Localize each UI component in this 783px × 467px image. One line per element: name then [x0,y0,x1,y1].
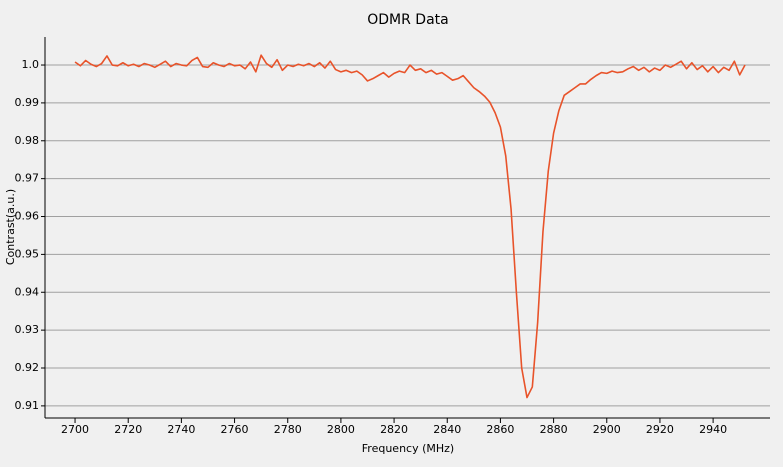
x-tick-label: 2740 [167,423,195,436]
grid [45,64,770,407]
y-tick-label: 0.96 [15,210,40,223]
x-tick-label: 2920 [646,423,674,436]
y-tick-label: 0.95 [15,247,40,260]
x-tick-label: 2860 [486,423,514,436]
y-tick-label: 1.0 [22,58,40,71]
axes: 0.91 0.92 0.93 0.94 0.95 0.96 0.97 0.98 0.99 1.0 2… [15,37,770,436]
y-tick-label: 0.93 [15,323,40,336]
x-tick-label: 2820 [380,423,408,436]
x-tick-label: 2720 [114,423,142,436]
chart-title: ODMR Data [367,12,448,28]
data-line [74,54,746,399]
x-tick-label: 2940 [699,423,727,436]
x-tick-label: 2840 [433,423,461,436]
plot-area [74,54,746,399]
y-tick-label: 0.94 [15,285,40,298]
y-tick-label: 0.99 [15,96,40,109]
y-axis-label: Contrast(a.u.) [4,189,17,265]
x-tick-label: 2880 [540,423,568,436]
x-tick-label: 2780 [274,423,302,436]
y-tick-label: 0.97 [15,172,40,185]
x-tick-label: 2700 [61,423,89,436]
x-tick-label: 2800 [327,423,355,436]
y-tick-label: 0.98 [15,134,40,147]
y-tick-label: 0.92 [15,361,40,374]
x-tick-label: 2760 [221,423,249,436]
y-tick-label: 0.91 [15,399,40,412]
x-axis-label: Frequency (MHz) [362,442,454,455]
x-tick-label: 2900 [593,423,621,436]
